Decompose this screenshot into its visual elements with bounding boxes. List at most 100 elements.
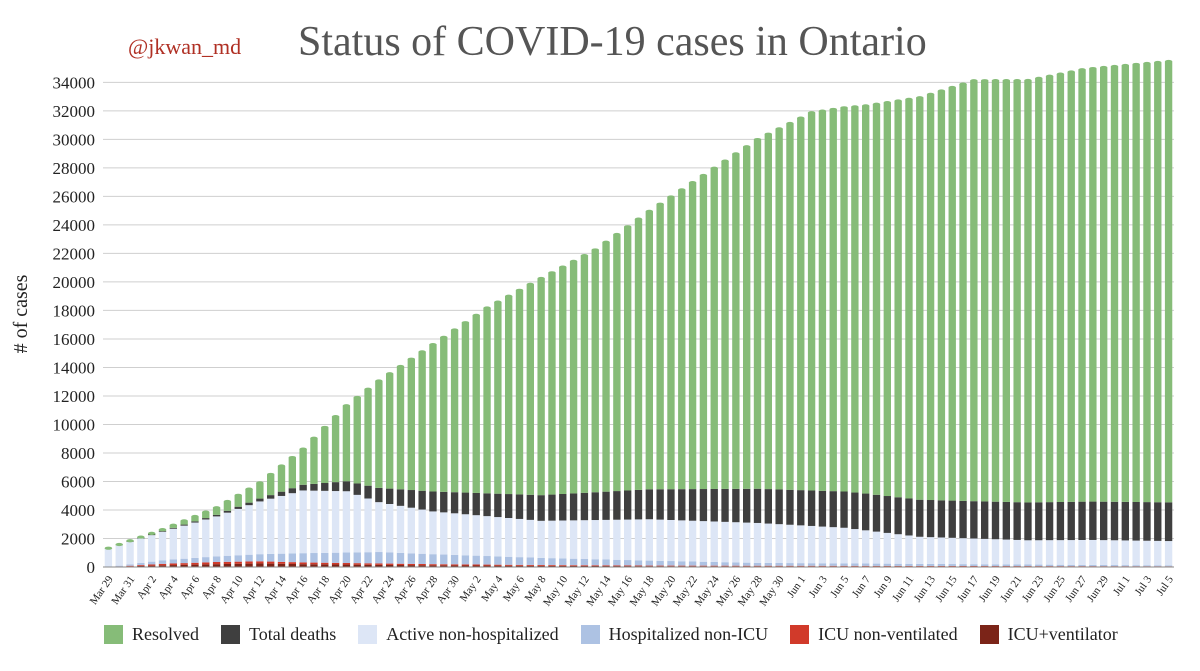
bar-active-non-hospitalized [981,538,989,565]
bar-hospitalized-non-icu [559,558,567,566]
bar-icu-non-ventilated [342,563,351,565]
bar-icu-ventilator [299,564,307,567]
bar-resolved [1132,64,1140,503]
bar-hospitalized-non-icu [191,557,199,563]
bar-active-non-hospitalized [1013,539,1021,565]
bar-active-non-hospitalized [483,516,491,557]
bar-hospitalized-non-icu [764,562,772,566]
bar-active-non-hospitalized [656,519,664,561]
bar-top-cap [894,99,902,103]
bar-hospitalized-non-icu [807,563,816,566]
bar-total-deaths [656,489,664,520]
bar-resolved [894,101,902,498]
bar-resolved [1024,80,1032,503]
legend-swatch [104,625,123,644]
bar-icu-ventilator [375,564,383,567]
bar-active-non-hospitalized [624,519,632,561]
bar-resolved [721,161,729,489]
bar-active-non-hospitalized [872,531,881,564]
bar-total-deaths [753,488,762,523]
bar-icu-non-ventilated [386,563,394,565]
bar-hospitalized-non-icu [137,562,145,566]
bar-total-deaths [548,494,556,521]
bar-resolved [386,373,394,489]
bar-total-deaths [1024,502,1032,541]
bar-total-deaths [829,491,837,528]
legend-item: Hospitalized non-ICU [580,624,768,645]
bar-top-cap [277,464,286,468]
bar-top-cap [732,152,740,156]
bar-resolved [688,182,697,490]
legend-item: ICU+ventilator [979,624,1118,645]
bar-total-deaths [1110,501,1119,541]
bar-icu-non-ventilated [288,562,296,564]
bar-icu-ventilator [234,563,242,567]
bar-total-deaths [981,501,989,539]
y-tick-label: 4000 [61,501,95,520]
bar-resolved [732,153,740,489]
bar-total-deaths [743,488,751,523]
bar-active-non-hospitalized [678,520,686,562]
bar-hospitalized-non-icu [753,562,762,566]
bar-hospitalized-non-icu [959,564,967,566]
bar-top-cap [288,455,296,460]
bar-active-non-hospitalized [386,504,394,553]
bar-resolved [1035,78,1043,503]
bar-total-deaths [1067,501,1075,541]
bar-hospitalized-non-icu [926,563,935,566]
bar-hospitalized-non-icu [656,560,664,566]
bar-top-cap [494,300,502,304]
bar-active-non-hospitalized [418,509,426,554]
y-tick-label: 30000 [53,130,96,149]
bar-resolved [1164,61,1173,503]
bar-active-non-hospitalized [786,524,794,564]
bar-active-non-hospitalized [667,519,675,562]
bar-icu-non-ventilated [353,563,361,565]
bar-top-cap [667,195,675,199]
bar-active-non-hospitalized [699,521,708,562]
bar-resolved [1078,69,1086,502]
bar-icu-non-ventilated [137,565,145,566]
bar-total-deaths [299,484,307,491]
bar-resolved [202,512,210,519]
bar-total-deaths [894,497,902,535]
bar-active-non-hospitalized [202,519,210,558]
bar-total-deaths [851,492,859,530]
bar-icu-ventilator [472,565,480,567]
bar-active-non-hospitalized [948,537,956,565]
bar-resolved [753,139,762,489]
bar-active-non-hospitalized [126,541,134,565]
y-tick-label: 0 [87,558,96,577]
bar-top-cap [991,79,1000,83]
bar-top-cap [634,217,643,221]
bar-hospitalized-non-icu [277,553,286,562]
legend-label: ICU non-ventilated [818,624,958,644]
y-tick-label: 10000 [53,415,96,434]
bar-active-non-hospitalized [818,526,827,564]
bar-icu-non-ventilated [331,562,340,565]
bar-icu-non-ventilated [526,564,534,566]
bar-top-cap [656,202,664,206]
bar-top-cap [1164,59,1173,64]
bar-total-deaths [180,524,188,526]
bar-icu-ventilator [483,565,491,567]
bar-icu-ventilator [396,565,405,567]
bar-total-deaths [1154,502,1162,541]
bar-top-cap [1045,74,1054,78]
bar-total-deaths [212,514,221,517]
bar-top-cap [202,510,210,514]
bar-resolved [212,507,221,515]
bar-icu-ventilator [548,565,556,567]
bar-total-deaths [710,488,718,522]
bar-hospitalized-non-icu [829,563,837,566]
bar-hospitalized-non-icu [180,558,188,564]
bar-top-cap [299,447,307,451]
bar-top-cap [559,265,567,269]
bar-resolved [267,474,275,496]
y-tick-label: 20000 [53,273,96,292]
bar-total-deaths [1089,501,1097,540]
bar-top-cap [191,514,199,519]
x-tick-label: Apr 4 [156,573,181,601]
bar-top-cap [212,506,221,510]
bar-top-cap [1035,76,1043,80]
